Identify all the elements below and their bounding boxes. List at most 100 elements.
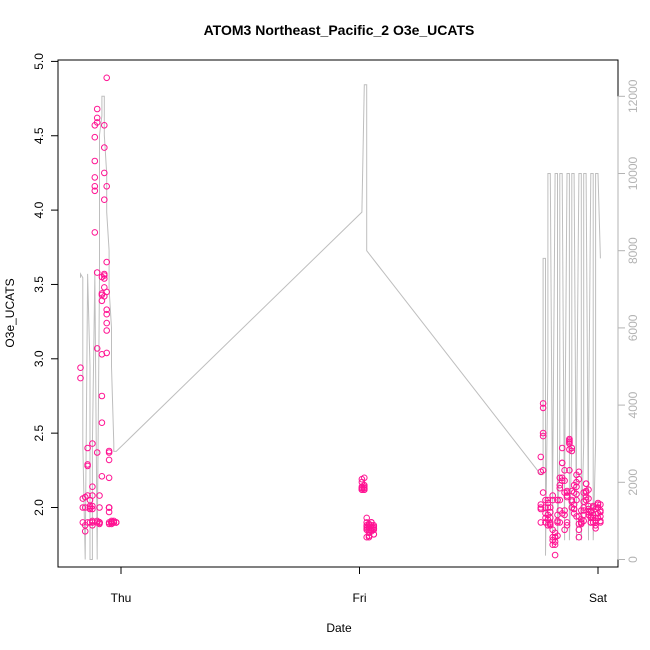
data-point: [566, 467, 573, 474]
data-point: [101, 169, 108, 177]
data-point: [89, 483, 96, 491]
x-axis-label: Date: [326, 621, 352, 635]
data-point: [101, 144, 108, 151]
data-point: [98, 392, 106, 400]
data-point: [568, 447, 576, 455]
data-point: [551, 551, 559, 559]
x-tick-label: Thu: [111, 591, 132, 605]
data-point: [554, 519, 561, 526]
data-point: [580, 511, 588, 519]
data-point: [554, 496, 561, 504]
data-point: [93, 449, 101, 456]
y2-tick-label: 2000: [626, 469, 640, 496]
data-point: [573, 490, 580, 498]
data-point: [84, 462, 91, 470]
data-point: [597, 508, 604, 516]
data-point: [101, 122, 108, 129]
data-point: [539, 404, 547, 412]
data-point: [103, 74, 110, 82]
data-point: [544, 496, 552, 504]
data-point: [561, 467, 568, 474]
data-point: [582, 480, 590, 488]
data-point: [96, 519, 103, 526]
data-point: [597, 519, 604, 526]
y-tick-label: 4.0: [32, 201, 46, 218]
data-point: [575, 468, 583, 476]
data-point: [537, 501, 545, 508]
data-point: [98, 419, 106, 427]
secondary-series-line: [80, 84, 601, 560]
data-point: [105, 504, 113, 511]
data-point: [566, 435, 573, 443]
data-point: [556, 484, 564, 492]
data-point: [89, 505, 96, 513]
data-point: [539, 467, 547, 474]
data-point: [539, 489, 547, 496]
data-point: [77, 364, 84, 372]
data-point: [77, 374, 84, 382]
data-point: [539, 400, 547, 407]
data-point: [89, 440, 96, 447]
data-point: [558, 444, 566, 452]
y2-tick-label: 10000: [626, 156, 640, 190]
secondary-line-layer: [80, 84, 601, 560]
data-point: [81, 528, 89, 535]
data-point: [103, 288, 110, 296]
data-point: [103, 349, 110, 357]
data-point: [573, 483, 580, 491]
data-point: [91, 133, 99, 141]
data-point: [105, 456, 113, 464]
data-point: [554, 532, 561, 540]
data-point: [561, 511, 568, 519]
data-point: [370, 522, 378, 529]
data-point: [585, 486, 592, 494]
data-point: [575, 533, 583, 541]
data-point: [89, 502, 96, 510]
data-point: [103, 306, 110, 314]
data-point: [573, 513, 580, 520]
data-point: [551, 538, 559, 546]
data-point: [91, 187, 99, 195]
data-point: [558, 459, 566, 467]
data-point: [91, 157, 99, 165]
data-point: [361, 474, 368, 482]
data-point: [101, 196, 108, 203]
data-point: [96, 492, 103, 499]
data-point: [101, 275, 108, 282]
data-point: [563, 493, 571, 501]
y-tick-label: 3.5: [32, 276, 46, 293]
data-point: [547, 504, 554, 511]
data-point: [105, 508, 113, 516]
data-point: [89, 522, 96, 529]
data-point: [575, 475, 583, 483]
data-point: [568, 444, 576, 452]
data-point: [93, 114, 101, 122]
data-point: [91, 174, 99, 181]
data-point: [103, 319, 110, 327]
x-tick-label: Sat: [589, 591, 608, 605]
data-point: [84, 444, 91, 452]
data-point: [96, 504, 103, 511]
data-point: [556, 519, 564, 526]
y-tick-label: 5.0: [32, 53, 46, 70]
y-axis-label: O3e_UCATS: [3, 278, 17, 347]
data-point: [103, 310, 110, 318]
data-point: [103, 327, 110, 334]
data-point: [112, 519, 120, 526]
data-point: [537, 519, 545, 526]
data-point: [561, 507, 568, 514]
data-point: [537, 453, 545, 461]
data-point: [370, 525, 378, 532]
data-point: [561, 477, 568, 485]
data-point: [585, 495, 592, 502]
data-point: [91, 229, 99, 236]
y-tick-label: 2.5: [32, 424, 46, 441]
data-point: [563, 522, 571, 529]
y2-tick-label: 12000: [626, 79, 640, 113]
data-point: [549, 496, 557, 504]
data-point: [98, 473, 106, 480]
data-point: [105, 447, 113, 455]
x-tick-label: Fri: [353, 591, 367, 605]
y2-tick-label: 8000: [626, 237, 640, 264]
data-point: [93, 105, 101, 113]
